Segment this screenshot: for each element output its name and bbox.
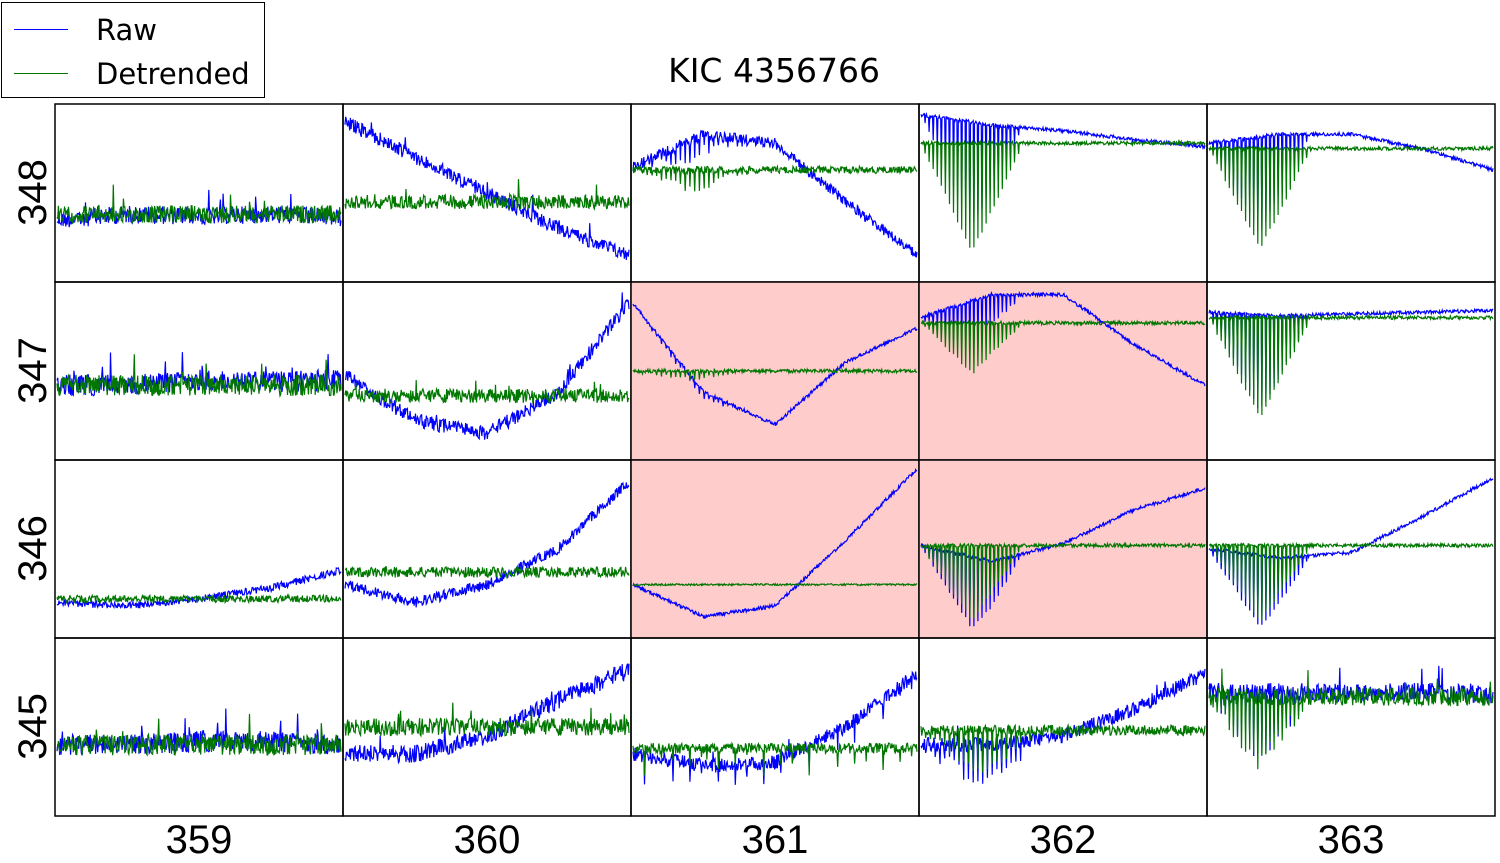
col-label-361: 361 — [741, 818, 809, 862]
legend-swatch-detrended — [14, 73, 68, 74]
panel-347-362 — [918, 281, 1208, 461]
panel-345-363-raw-line — [1208, 665, 1494, 757]
panel-345-360-detrended-line — [344, 702, 630, 738]
row-label-347: 347 — [0, 337, 55, 404]
panel-345-359-detrended-line — [56, 713, 342, 757]
panel-347-359-detrended-line — [56, 354, 342, 398]
panel-346-360-detrended-line — [345, 565, 630, 580]
panel-346-360-frame — [342, 459, 632, 639]
panel-346-359-frame — [54, 459, 344, 639]
panel-346-359 — [54, 459, 344, 639]
legend-entry-detrended: Detrended — [2, 49, 266, 91]
row-label-348: 348 — [0, 159, 55, 226]
panel-348-361-raw-line — [632, 129, 918, 258]
panel-348-362 — [918, 103, 1208, 283]
panel-346-362-detrended-line — [920, 541, 1206, 619]
legend-entry-raw: Raw — [2, 5, 266, 47]
panel-346-361-highlight — [631, 460, 919, 638]
panel-345-360 — [342, 637, 632, 817]
panel-348-360-detrended-line — [344, 179, 630, 211]
panel-345-363 — [1206, 637, 1496, 817]
chart-title: KIC 4356766 — [668, 51, 880, 90]
panel-345-363-detrended-line — [1208, 668, 1494, 770]
panel-347-363-raw-line — [1208, 307, 1494, 409]
panel-348-363-detrended-line — [1208, 144, 1494, 246]
panel-347-360 — [342, 281, 632, 461]
row-label-345-text: 345 — [10, 693, 55, 760]
panel-346-359-detrended-line — [56, 593, 342, 605]
panel-345-363-frame — [1206, 637, 1496, 817]
panel-347-362-highlight — [919, 282, 1207, 460]
panel-346-362 — [918, 459, 1208, 639]
panel-347-363-detrended-line — [1208, 313, 1494, 416]
panel-346-361 — [630, 459, 920, 639]
panel-347-361-raw-line — [632, 303, 918, 426]
panel-347-359-raw-line — [56, 352, 342, 397]
panel-345-359 — [54, 637, 344, 817]
panel-346-361-detrended-line — [632, 582, 918, 587]
panel-345-360-raw-line — [344, 663, 630, 765]
panel-346-363-raw-line — [1208, 477, 1494, 625]
row-label-348-text: 348 — [10, 159, 55, 226]
panel-347-360-detrended-line — [344, 379, 630, 404]
panel-345-359-frame — [54, 637, 344, 817]
panel-345-361-frame — [630, 637, 920, 817]
panel-347-360-raw-line — [344, 292, 630, 441]
panel-345-361-raw-line — [632, 670, 918, 785]
row-label-347-text: 347 — [10, 337, 55, 404]
panel-346-363 — [1206, 459, 1496, 639]
row-label-345: 345 — [0, 693, 55, 760]
legend-swatch-raw — [14, 29, 68, 30]
panel-345-362 — [918, 637, 1208, 817]
panel-348-360-raw-line — [344, 116, 630, 261]
panel-346-361-raw-line — [632, 467, 918, 620]
panel-348-361 — [630, 103, 920, 283]
panel-348-360 — [342, 103, 632, 283]
col-label-359: 359 — [165, 818, 233, 862]
panel-345-361-detrended-line — [632, 741, 918, 776]
panel-348-359-detrended-line — [56, 184, 342, 225]
row-label-346: 346 — [0, 515, 55, 582]
panel-346-359-raw-line — [56, 567, 342, 610]
panel-347-361 — [630, 281, 920, 461]
legend: Raw Detrended — [1, 2, 265, 98]
panel-348-359-frame — [54, 103, 344, 283]
panel-346-362-highlight — [919, 460, 1207, 638]
panel-347-359-frame — [54, 281, 344, 461]
panel-347-363 — [1206, 281, 1496, 461]
panel-348-363 — [1206, 103, 1496, 283]
panel-347-362-detrended-line — [920, 318, 1206, 374]
panel-348-363-raw-line — [1208, 130, 1494, 231]
panel-348-362-raw-line — [920, 111, 1206, 223]
panel-345-362-raw-line — [920, 668, 1206, 784]
col-label-363: 363 — [1317, 818, 1385, 862]
panel-347-359 — [54, 281, 344, 461]
row-label-346-text: 346 — [10, 515, 55, 582]
panel-346-360 — [342, 459, 632, 639]
panel-347-362-raw-line — [920, 290, 1206, 387]
panel-346-360-raw-line — [344, 481, 630, 608]
legend-label-raw: Raw — [96, 13, 158, 47]
panel-345-362-detrended-line — [920, 722, 1206, 773]
panel-346-363-detrended-line — [1208, 541, 1494, 621]
panel-345-361 — [630, 637, 920, 817]
legend-label-detrended: Detrended — [96, 57, 250, 91]
panel-347-361-detrended-line — [632, 366, 918, 381]
col-label-362: 362 — [1029, 818, 1097, 862]
panel-348-361-detrended-line — [632, 164, 918, 192]
panel-348-359 — [54, 103, 344, 283]
col-label-360: 360 — [453, 818, 521, 862]
panel-348-362-detrended-line — [920, 139, 1206, 248]
panel-348-361-frame — [630, 103, 920, 283]
panel-345-362-frame — [918, 637, 1208, 817]
